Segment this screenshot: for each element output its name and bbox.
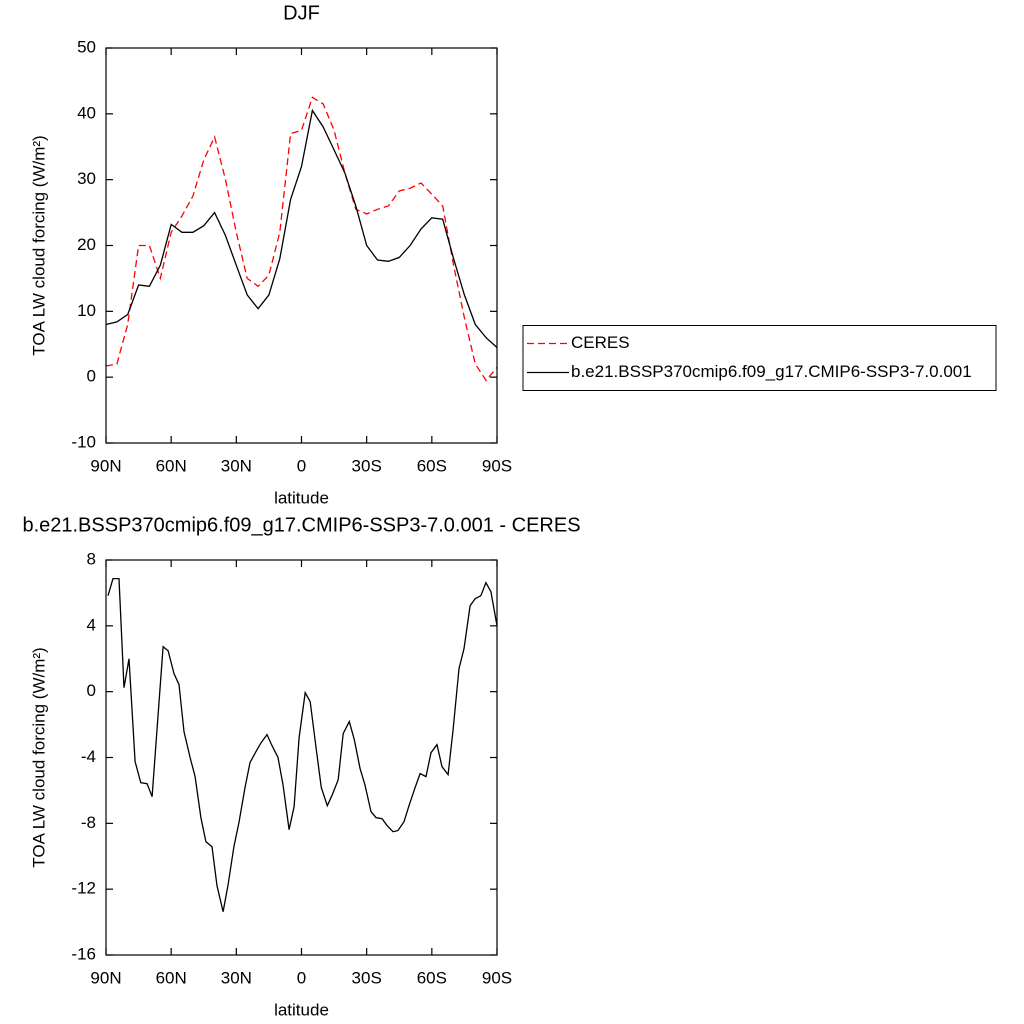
data-line	[107, 577, 498, 912]
x-tick-label: 90N	[90, 456, 121, 475]
y-tick-label: 20	[77, 235, 96, 254]
x-axis-label: latitude	[274, 1000, 329, 1019]
x-tick-label: 0	[297, 968, 306, 987]
x-tick-label: 90N	[90, 968, 121, 987]
legend-label: b.e21.BSSP370cmip6.f09_g17.CMIP6-SSP3-7.…	[571, 362, 972, 381]
legend-label: CERES	[571, 333, 630, 352]
x-tick-label: 60N	[156, 456, 187, 475]
x-tick-label: 90S	[482, 968, 512, 987]
chart-title: b.e21.BSSP370cmip6.f09_g17.CMIP6-SSP3-7.…	[22, 514, 580, 536]
chart-title: DJF	[283, 2, 320, 24]
y-tick-label: 50	[77, 37, 96, 56]
x-axis-label: latitude	[274, 488, 329, 507]
plot-frame	[105, 559, 498, 956]
data-line	[105, 108, 498, 348]
y-axis-label: TOA LW cloud forcing (W/m²)	[29, 135, 48, 355]
x-tick-label: 60N	[156, 968, 187, 987]
x-tick-label: 60S	[417, 968, 447, 987]
y-tick-label: -16	[71, 944, 96, 963]
y-tick-label: 0	[87, 367, 96, 386]
y-tick-label: 8	[87, 549, 96, 568]
y-tick-label: 10	[77, 301, 96, 320]
y-tick-label: 40	[77, 103, 96, 122]
x-tick-label: 30N	[221, 968, 252, 987]
legend: CERES b.e21.BSSP370cmip6.f09_g17.CMIP6-SS…	[522, 325, 997, 391]
x-tick-label: 30S	[352, 456, 382, 475]
x-tick-label: 30S	[352, 968, 382, 987]
data-line	[105, 96, 498, 382]
y-tick-label: -12	[71, 879, 96, 898]
y-tick-label: -8	[81, 813, 96, 832]
y-tick-label: 30	[77, 169, 96, 188]
y-tick-label: 0	[87, 681, 96, 700]
x-tick-label: 60S	[417, 456, 447, 475]
y-axis-label: TOA LW cloud forcing (W/m²)	[29, 647, 48, 867]
y-tick-label: -4	[81, 747, 96, 766]
x-tick-label: 30N	[221, 456, 252, 475]
legend-box	[522, 325, 997, 391]
plot-frame	[105, 47, 498, 444]
x-tick-label: 90S	[482, 456, 512, 475]
x-tick-label: 0	[297, 456, 306, 475]
y-tick-label: 4	[87, 615, 96, 634]
y-tick-label: -10	[71, 432, 96, 451]
